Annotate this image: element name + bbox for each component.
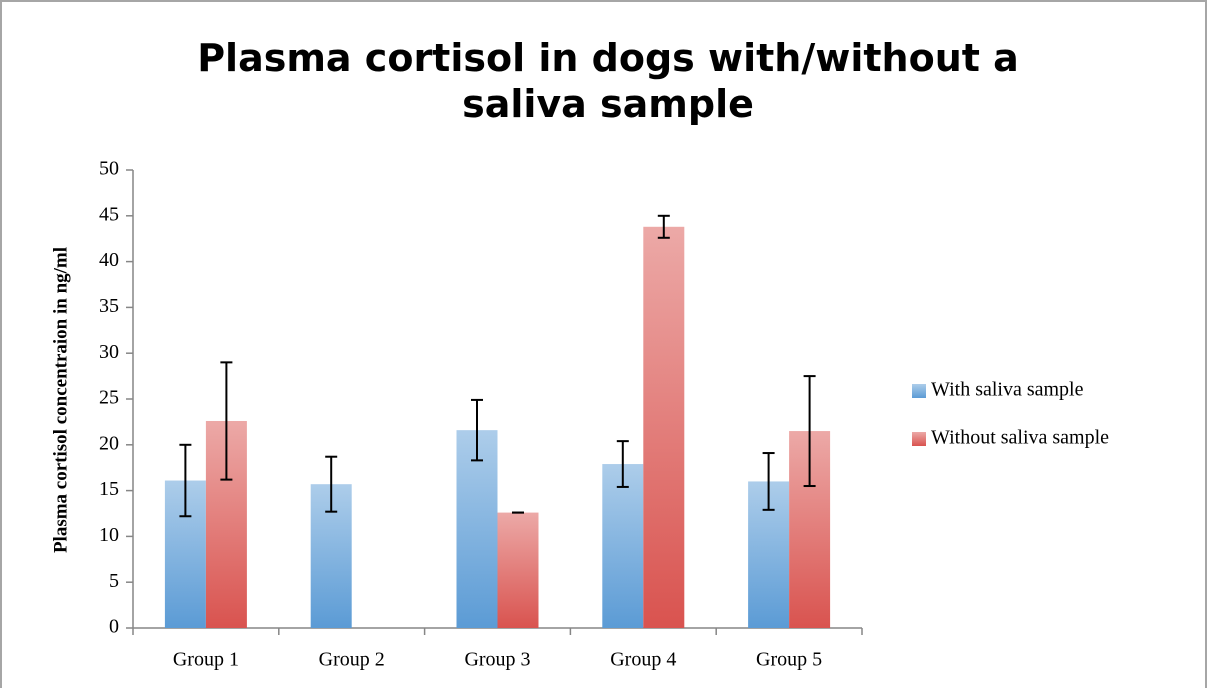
y-axis-label: Plasma cortisol concentraion in ng/ml xyxy=(50,247,71,553)
x-tick-label: Group 3 xyxy=(464,649,530,671)
x-tick-label: Group 4 xyxy=(610,649,676,671)
y-tick-label: 25 xyxy=(99,387,119,409)
y-tick-label: 10 xyxy=(99,524,119,546)
error-bar xyxy=(220,361,233,481)
error-bar xyxy=(657,214,670,239)
legend-swatch xyxy=(912,432,926,446)
legend-swatch xyxy=(912,384,926,398)
y-tick-label: 45 xyxy=(99,203,119,225)
legend-label: Without saliva sample xyxy=(931,427,1109,449)
y-tick-label: 15 xyxy=(99,478,119,500)
bar xyxy=(456,430,498,628)
x-tick-label: Group 1 xyxy=(173,649,239,671)
bar xyxy=(497,512,539,628)
y-tick-label: 20 xyxy=(99,432,119,454)
error-bar xyxy=(762,452,775,511)
error-bar xyxy=(616,440,629,488)
error-bar xyxy=(179,443,192,518)
y-tick-label: 50 xyxy=(99,158,119,180)
x-tick-label: Group 5 xyxy=(756,649,822,671)
legend-label: With saliva sample xyxy=(931,379,1084,401)
y-tick-label: 5 xyxy=(109,570,119,592)
error-bar xyxy=(803,375,816,488)
y-tick-label: 35 xyxy=(99,295,119,317)
bar xyxy=(602,464,644,628)
error-bar xyxy=(471,398,483,462)
y-tick-label: 0 xyxy=(109,616,119,638)
chart-title: Plasma cortisol in dogs with/without a sa… xyxy=(197,36,1019,126)
bar xyxy=(643,226,685,629)
y-tick-label: 30 xyxy=(99,341,119,363)
y-tick-label: 40 xyxy=(99,249,119,271)
error-bar xyxy=(325,455,338,513)
x-tick-label: Group 2 xyxy=(319,649,385,671)
